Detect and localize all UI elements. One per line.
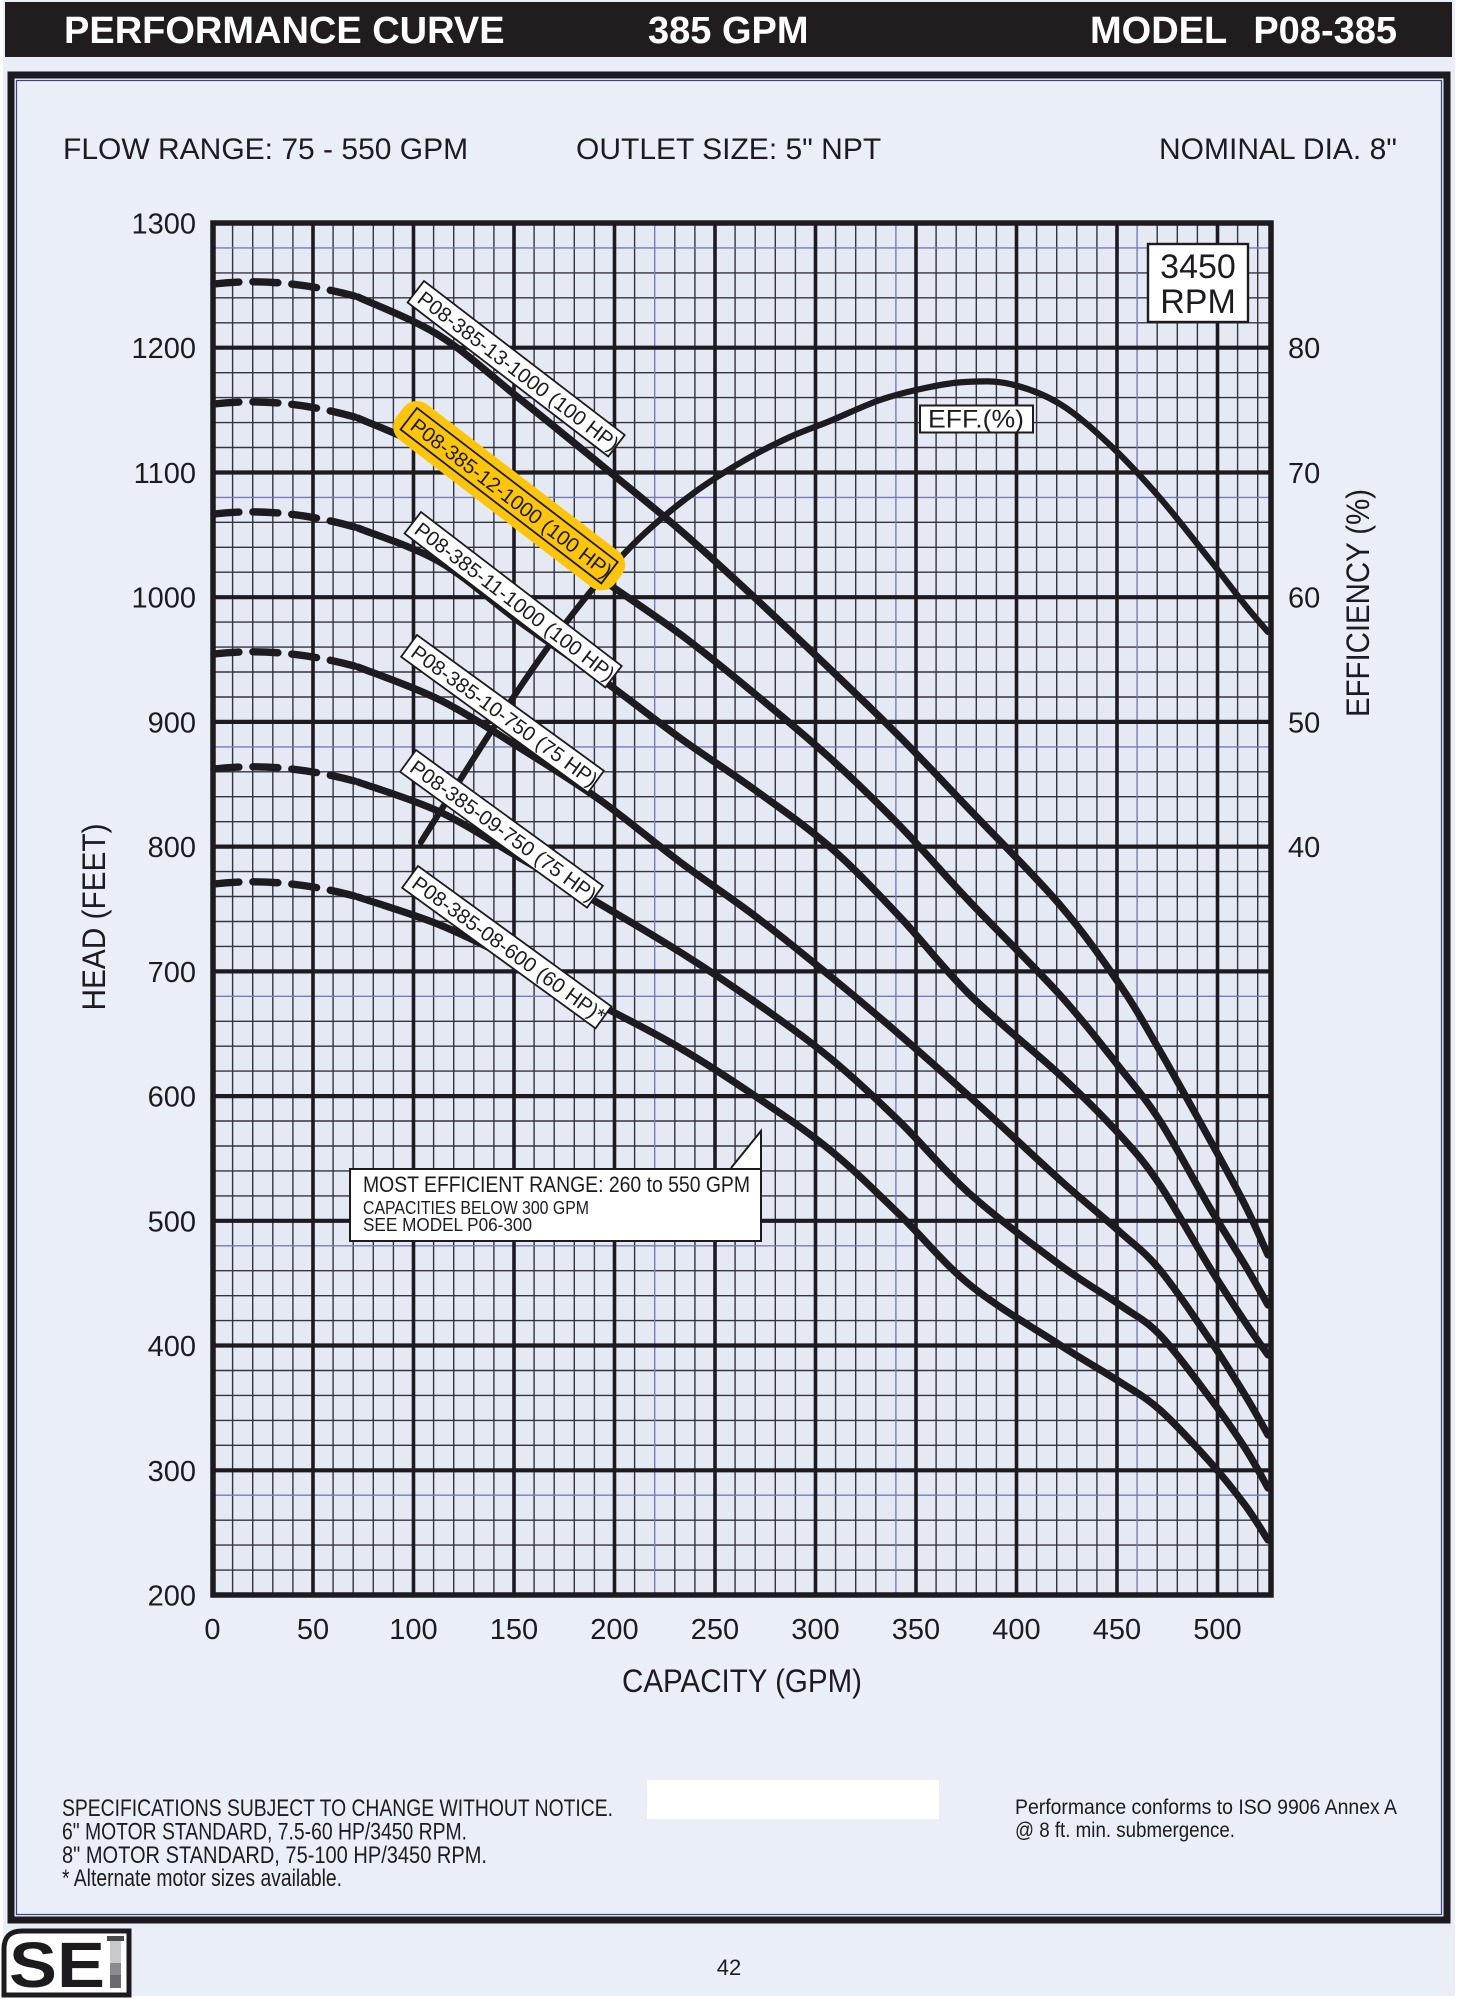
svg-text:250: 250: [691, 1614, 739, 1646]
svg-text:EFF.(%): EFF.(%): [928, 406, 1024, 434]
svg-text:Performance conforms to ISO 99: Performance conforms to ISO 9906 Annex A: [1015, 1796, 1397, 1819]
svg-text:SPECIFICATIONS SUBJECT TO CHAN: SPECIFICATIONS SUBJECT TO CHANGE WITHOUT…: [62, 1795, 613, 1822]
svg-text:HEAD (FEET): HEAD (FEET): [76, 824, 112, 1011]
svg-text:200: 200: [590, 1614, 638, 1646]
svg-text:450: 450: [1093, 1614, 1141, 1646]
svg-text:SEE MODEL P06-300: SEE MODEL P06-300: [363, 1215, 532, 1235]
svg-text:40: 40: [1288, 832, 1320, 864]
svg-text:900: 900: [148, 707, 196, 739]
svg-text:400: 400: [148, 1331, 196, 1363]
svg-text:50: 50: [297, 1614, 329, 1646]
svg-text:NOMINAL DIA. 8": NOMINAL DIA. 8": [1159, 133, 1397, 166]
svg-text:600: 600: [148, 1082, 196, 1114]
svg-text:300: 300: [148, 1456, 196, 1488]
svg-text:MODEL: MODEL: [1090, 10, 1227, 52]
svg-text:RPM: RPM: [1160, 283, 1236, 321]
svg-text:1300: 1300: [131, 209, 196, 241]
svg-text:6" MOTOR STANDARD, 7.5-60 HP/3: 6" MOTOR STANDARD, 7.5-60 HP/3450 RPM.: [62, 1818, 467, 1845]
svg-text:500: 500: [148, 1206, 196, 1238]
svg-text:PERFORMANCE CURVE: PERFORMANCE CURVE: [64, 10, 505, 52]
svg-text:OUTLET SIZE: 5" NPT: OUTLET SIZE: 5" NPT: [576, 133, 881, 166]
svg-text:@ 8 ft. min. submergence.: @ 8 ft. min. submergence.: [1015, 1819, 1235, 1842]
svg-text:1200: 1200: [131, 333, 196, 365]
svg-text:FLOW RANGE: 75 - 550 GPM: FLOW RANGE: 75 - 550 GPM: [63, 133, 468, 166]
svg-text:CAPACITIES BELOW 300 GPM: CAPACITIES BELOW 300 GPM: [363, 1198, 589, 1218]
svg-text:1100: 1100: [134, 458, 196, 490]
svg-text:CAPACITY (GPM): CAPACITY (GPM): [622, 1663, 862, 1699]
svg-text:3450: 3450: [1160, 248, 1236, 286]
svg-text:385 GPM: 385 GPM: [648, 10, 809, 52]
svg-text:* Alternate motor sizes availa: * Alternate motor sizes available.: [62, 1865, 342, 1892]
svg-text:50: 50: [1288, 707, 1320, 739]
svg-text:800: 800: [148, 832, 196, 864]
svg-text:400: 400: [992, 1614, 1040, 1646]
svg-text:EFFICIENCY (%): EFFICIENCY (%): [1340, 489, 1376, 717]
svg-text:100: 100: [389, 1614, 437, 1646]
svg-text:700: 700: [148, 957, 196, 989]
svg-text:80: 80: [1288, 333, 1320, 365]
svg-text:0: 0: [204, 1614, 220, 1646]
svg-text:1000: 1000: [131, 583, 196, 615]
svg-text:300: 300: [791, 1614, 839, 1646]
svg-text:60: 60: [1288, 583, 1320, 615]
svg-text:500: 500: [1193, 1614, 1241, 1646]
svg-text:42: 42: [717, 1955, 741, 1980]
svg-text:8" MOTOR STANDARD, 75-100 HP/3: 8" MOTOR STANDARD, 75-100 HP/3450 RPM.: [62, 1842, 487, 1869]
svg-text:70: 70: [1288, 458, 1320, 490]
svg-text:150: 150: [490, 1614, 538, 1646]
svg-text:200: 200: [148, 1581, 196, 1613]
svg-text:350: 350: [892, 1614, 940, 1646]
svg-text:MOST EFFICIENT RANGE: 260 to 5: MOST EFFICIENT RANGE: 260 to 550 GPM: [363, 1172, 750, 1197]
svg-text:P08-385: P08-385: [1253, 10, 1397, 52]
svg-text:SE: SE: [9, 1930, 105, 1999]
